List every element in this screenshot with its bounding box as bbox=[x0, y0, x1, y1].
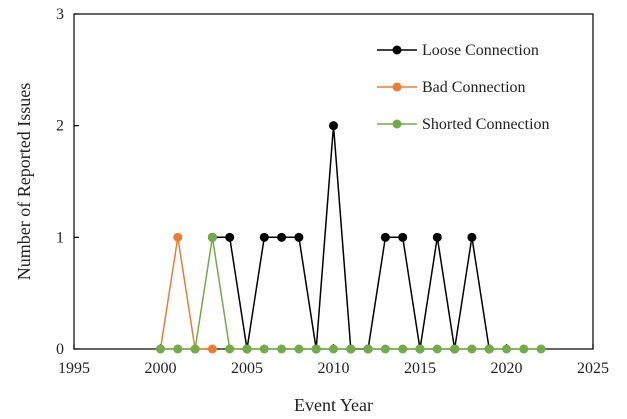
shorted-connection-point bbox=[225, 344, 235, 354]
legend-label-shorted-connection: Shorted Connection bbox=[422, 116, 550, 133]
x-tick-label: 2010 bbox=[318, 360, 350, 377]
legend: Loose Connection Bad Connection Shorted Co… bbox=[377, 42, 550, 133]
x-tick-label: 2000 bbox=[145, 360, 177, 377]
shorted-connection-point bbox=[484, 344, 494, 354]
x-tick-label: 2020 bbox=[491, 360, 523, 377]
loose-connection-line bbox=[212, 125, 490, 350]
shorted-connection-point bbox=[536, 344, 546, 354]
y-axis-title: Number of Reported Issues bbox=[14, 83, 34, 280]
shorted-connection-point bbox=[311, 344, 321, 354]
shorted-connection-point bbox=[294, 344, 304, 354]
series-group bbox=[156, 121, 546, 354]
legend-marker-bad-connection bbox=[392, 82, 402, 92]
shorted-connection-point bbox=[277, 344, 287, 354]
y-tick-label: 0 bbox=[56, 341, 64, 358]
shorted-connection-point bbox=[156, 344, 165, 354]
x-tick-label: 1995 bbox=[58, 360, 90, 377]
y-tick-label: 2 bbox=[56, 118, 64, 135]
shorted-connection-point bbox=[346, 344, 356, 354]
shorted-connection-point bbox=[190, 344, 200, 354]
loose-connection-point bbox=[432, 232, 442, 242]
shorted-connection-point bbox=[450, 344, 460, 354]
shorted-connection-line bbox=[160, 237, 542, 350]
x-axis-title: Event Year bbox=[294, 395, 373, 415]
shorted-connection-point bbox=[519, 344, 529, 354]
shorted-connection-point bbox=[207, 232, 217, 242]
loose-connection-point bbox=[259, 232, 269, 242]
legend-label-bad-connection: Bad Connection bbox=[422, 79, 526, 96]
bad-connection-point bbox=[207, 344, 217, 354]
plot-frame bbox=[73, 13, 594, 350]
legend-marker-loose-connection bbox=[392, 45, 402, 55]
shorted-connection-point bbox=[363, 344, 373, 354]
shorted-connection-point bbox=[432, 344, 442, 354]
loose-connection-point bbox=[467, 232, 477, 242]
loose-connection-point bbox=[225, 232, 235, 242]
loose-connection-point bbox=[294, 232, 304, 242]
x-tick-label: 2005 bbox=[231, 360, 263, 377]
shorted-connection-point bbox=[259, 344, 269, 354]
y-tick-label: 1 bbox=[56, 229, 64, 246]
x-tick-label: 2025 bbox=[577, 360, 609, 377]
shorted-connection-point bbox=[173, 344, 183, 354]
shorted-connection-point bbox=[329, 344, 338, 354]
shorted-connection-point bbox=[398, 344, 408, 354]
legend-marker-shorted-connection bbox=[392, 119, 402, 129]
shorted-connection-point bbox=[242, 344, 252, 354]
shorted-connection-point bbox=[415, 344, 425, 354]
loose-connection-point bbox=[398, 232, 408, 242]
shorted-connection-point bbox=[380, 344, 390, 354]
axes: 1995 2000 2005 2010 2015 2020 2025 0 1 2 3 bbox=[56, 6, 609, 377]
legend-label-loose-connection: Loose Connection bbox=[422, 42, 539, 59]
loose-connection-point bbox=[380, 232, 390, 242]
loose-connection-point bbox=[277, 232, 287, 242]
y-tick-label: 3 bbox=[56, 6, 64, 23]
bad-connection-line bbox=[159, 237, 213, 350]
shorted-connection-point bbox=[467, 344, 477, 354]
shorted-connection-point bbox=[502, 344, 511, 354]
loose-connection-point bbox=[329, 121, 338, 131]
x-tick-label: 2015 bbox=[404, 360, 436, 377]
bad-connection-point bbox=[173, 232, 183, 242]
